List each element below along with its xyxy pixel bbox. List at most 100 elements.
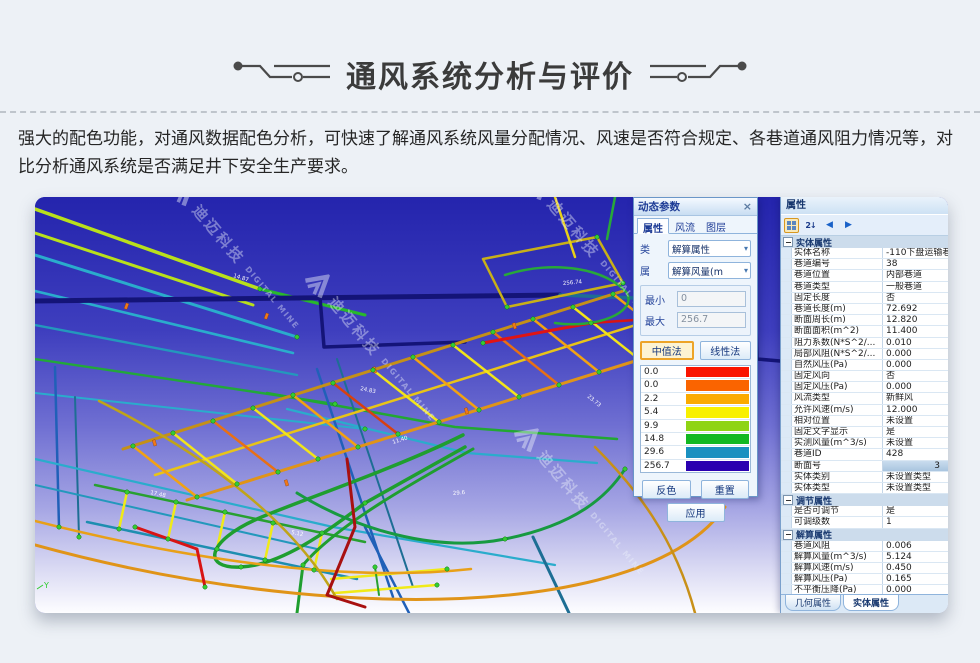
property-row[interactable]: 巷道位置 内部巷道 [781, 270, 948, 282]
attr-select[interactable]: 解算风量(m ▾ [668, 262, 751, 279]
property-value[interactable]: 否 [886, 292, 896, 303]
property-label: 巷道长度(m) [792, 303, 883, 315]
property-row[interactable]: 巷道编号 38 [781, 259, 948, 271]
property-value[interactable]: 是 [886, 506, 896, 517]
section-header[interactable]: 调节属性 [781, 494, 948, 507]
property-label: 巷道风阻 [792, 540, 883, 551]
scale-row[interactable]: 29.6 [641, 446, 750, 460]
dialog-titlebar[interactable]: 动态参数 × [634, 198, 757, 216]
scale-value: 29.6 [644, 447, 665, 458]
scale-row[interactable]: 2.2 [641, 393, 750, 407]
property-value[interactable]: 内部巷道 [886, 270, 923, 281]
scale-row[interactable]: 256.7 [641, 460, 750, 472]
property-row[interactable]: 实体名称 -110下盘运输巷 [781, 248, 948, 260]
property-row[interactable]: 固定风压(Pa) 0.000 [781, 382, 948, 394]
property-row[interactable]: 固定风向否 [781, 371, 948, 383]
property-value[interactable]: 一般巷道 [886, 281, 923, 292]
property-value[interactable]: 0.165 [886, 574, 912, 585]
property-row[interactable]: 巷道类型 一般巷道 [781, 281, 948, 293]
scale-row[interactable]: 0.0 [641, 366, 750, 380]
property-value[interactable]: 3 [883, 460, 948, 471]
property-value[interactable]: 未设置类型 [886, 482, 932, 493]
property-value[interactable]: 未设置 [886, 438, 914, 449]
property-value[interactable]: 11.400 [886, 326, 918, 337]
property-value[interactable]: 12.000 [886, 404, 918, 415]
section-header[interactable]: 解算属性 [781, 528, 948, 541]
property-row[interactable]: 实测风量(m^3/s) 未设置 [781, 438, 948, 450]
invert-colors-button[interactable]: 反色 [642, 480, 691, 500]
min-input[interactable]: 0 [677, 291, 746, 307]
collapse-icon[interactable] [783, 529, 793, 540]
property-value[interactable]: 是 [886, 427, 896, 437]
tab-entity-props[interactable]: 实体属性 [843, 595, 900, 611]
property-row[interactable]: 解算风速(m/s) 0.450 [781, 562, 948, 575]
property-value[interactable]: 428 [886, 449, 904, 460]
property-row[interactable]: 是否可调节是 [781, 506, 948, 518]
property-row[interactable]: 解算风量(m^3/s) 5.124 [781, 551, 948, 563]
property-value[interactable]: 0.010 [886, 337, 912, 348]
property-value[interactable]: 未设置 [886, 415, 914, 426]
scale-row[interactable]: 0.0 [641, 379, 750, 393]
row-gutter [781, 281, 792, 292]
property-value[interactable]: 0.000 [886, 585, 912, 594]
class-select[interactable]: 解算属性 ▾ [668, 240, 751, 257]
property-row[interactable]: 巷道ID 428 [781, 449, 948, 461]
property-row[interactable]: 自然风压(Pa) 0.000 [781, 359, 948, 372]
property-value[interactable]: 72.692 [886, 303, 918, 314]
property-row[interactable]: 实体类别 未设置类型 [781, 471, 948, 483]
property-value[interactable]: 5.124 [886, 551, 912, 562]
property-row[interactable]: 阻力系数(N*S^2/... 0.010 [781, 337, 948, 349]
property-value[interactable]: 38 [886, 259, 898, 270]
tab-geometry-props[interactable]: 几何属性 [785, 595, 842, 611]
tab-layers[interactable]: 图层 [706, 223, 726, 234]
property-row[interactable]: 相对位置 未设置 [781, 415, 948, 427]
property-value[interactable]: 未设置类型 [886, 471, 932, 482]
categorized-view-icon[interactable] [784, 217, 799, 233]
property-row[interactable]: 不平衡压降(Pa) 0.000 [781, 585, 948, 594]
property-row[interactable]: 巷道长度(m) 72.692 [781, 303, 948, 316]
property-row[interactable]: 断面面积(m^2) 11.400 [781, 326, 948, 338]
property-row[interactable]: 可调级数 1 [781, 517, 948, 529]
property-value[interactable]: 0.450 [886, 562, 912, 573]
scale-color-swatch [686, 367, 749, 378]
apply-button[interactable]: 应用 [666, 503, 725, 523]
close-icon[interactable]: × [742, 200, 752, 213]
scale-row[interactable]: 9.9 [641, 420, 750, 433]
property-value[interactable]: 12.820 [886, 315, 918, 326]
class-label: 类 [640, 245, 650, 256]
prev-arrow-icon[interactable]: ◀ [826, 220, 833, 230]
collapse-icon[interactable] [783, 495, 793, 506]
reset-button[interactable]: 重置 [700, 480, 749, 500]
property-value[interactable]: 1 [886, 517, 892, 528]
property-row[interactable]: 巷道风阻 0.006 [781, 540, 948, 552]
property-row[interactable]: 固定长度否 [781, 292, 948, 304]
property-row[interactable]: 局部风阻(N*S^2/... 0.000 [781, 348, 948, 360]
property-value[interactable]: 0.000 [886, 348, 912, 359]
alphabetical-sort-icon[interactable]: 2↓ [805, 220, 816, 230]
property-value[interactable]: 否 [886, 371, 896, 382]
property-row[interactable]: 风流类型 新鲜风 [781, 393, 948, 405]
max-input[interactable]: 256.7 [677, 312, 746, 328]
property-value[interactable]: 0.006 [886, 540, 912, 551]
property-row[interactable]: 解算风压(Pa) 0.165 [781, 574, 948, 586]
property-label: 允许风速(m/s) [792, 404, 883, 415]
property-value[interactable]: 0.000 [886, 382, 912, 393]
tab-attributes[interactable]: 属性 [637, 218, 669, 235]
property-value[interactable]: -110下盘运输巷 [886, 248, 948, 258]
property-row[interactable]: 固定文字显示是 [781, 427, 948, 439]
property-row[interactable]: 断面号 3 [781, 460, 948, 472]
property-row[interactable]: 实体类型 未设置类型 [781, 482, 948, 495]
median-method-button[interactable]: 中值法 [640, 341, 694, 360]
property-row[interactable]: 断面周长(m) 12.820 [781, 315, 948, 327]
property-value[interactable]: 新鲜风 [886, 393, 914, 404]
property-label: 相对位置 [792, 415, 883, 426]
property-value[interactable]: 0.000 [886, 359, 912, 370]
scale-row[interactable]: 5.4 [641, 406, 750, 420]
scale-row[interactable]: 14.8 [641, 433, 750, 447]
section-header[interactable]: 实体属性 [781, 236, 948, 249]
collapse-icon[interactable] [783, 237, 793, 247]
linear-method-button[interactable]: 线性法 [699, 341, 751, 360]
tab-airflow[interactable]: 风流 [675, 223, 695, 234]
property-row[interactable]: 允许风速(m/s) 12.000 [781, 404, 948, 416]
next-arrow-icon[interactable]: ▶ [845, 220, 852, 230]
